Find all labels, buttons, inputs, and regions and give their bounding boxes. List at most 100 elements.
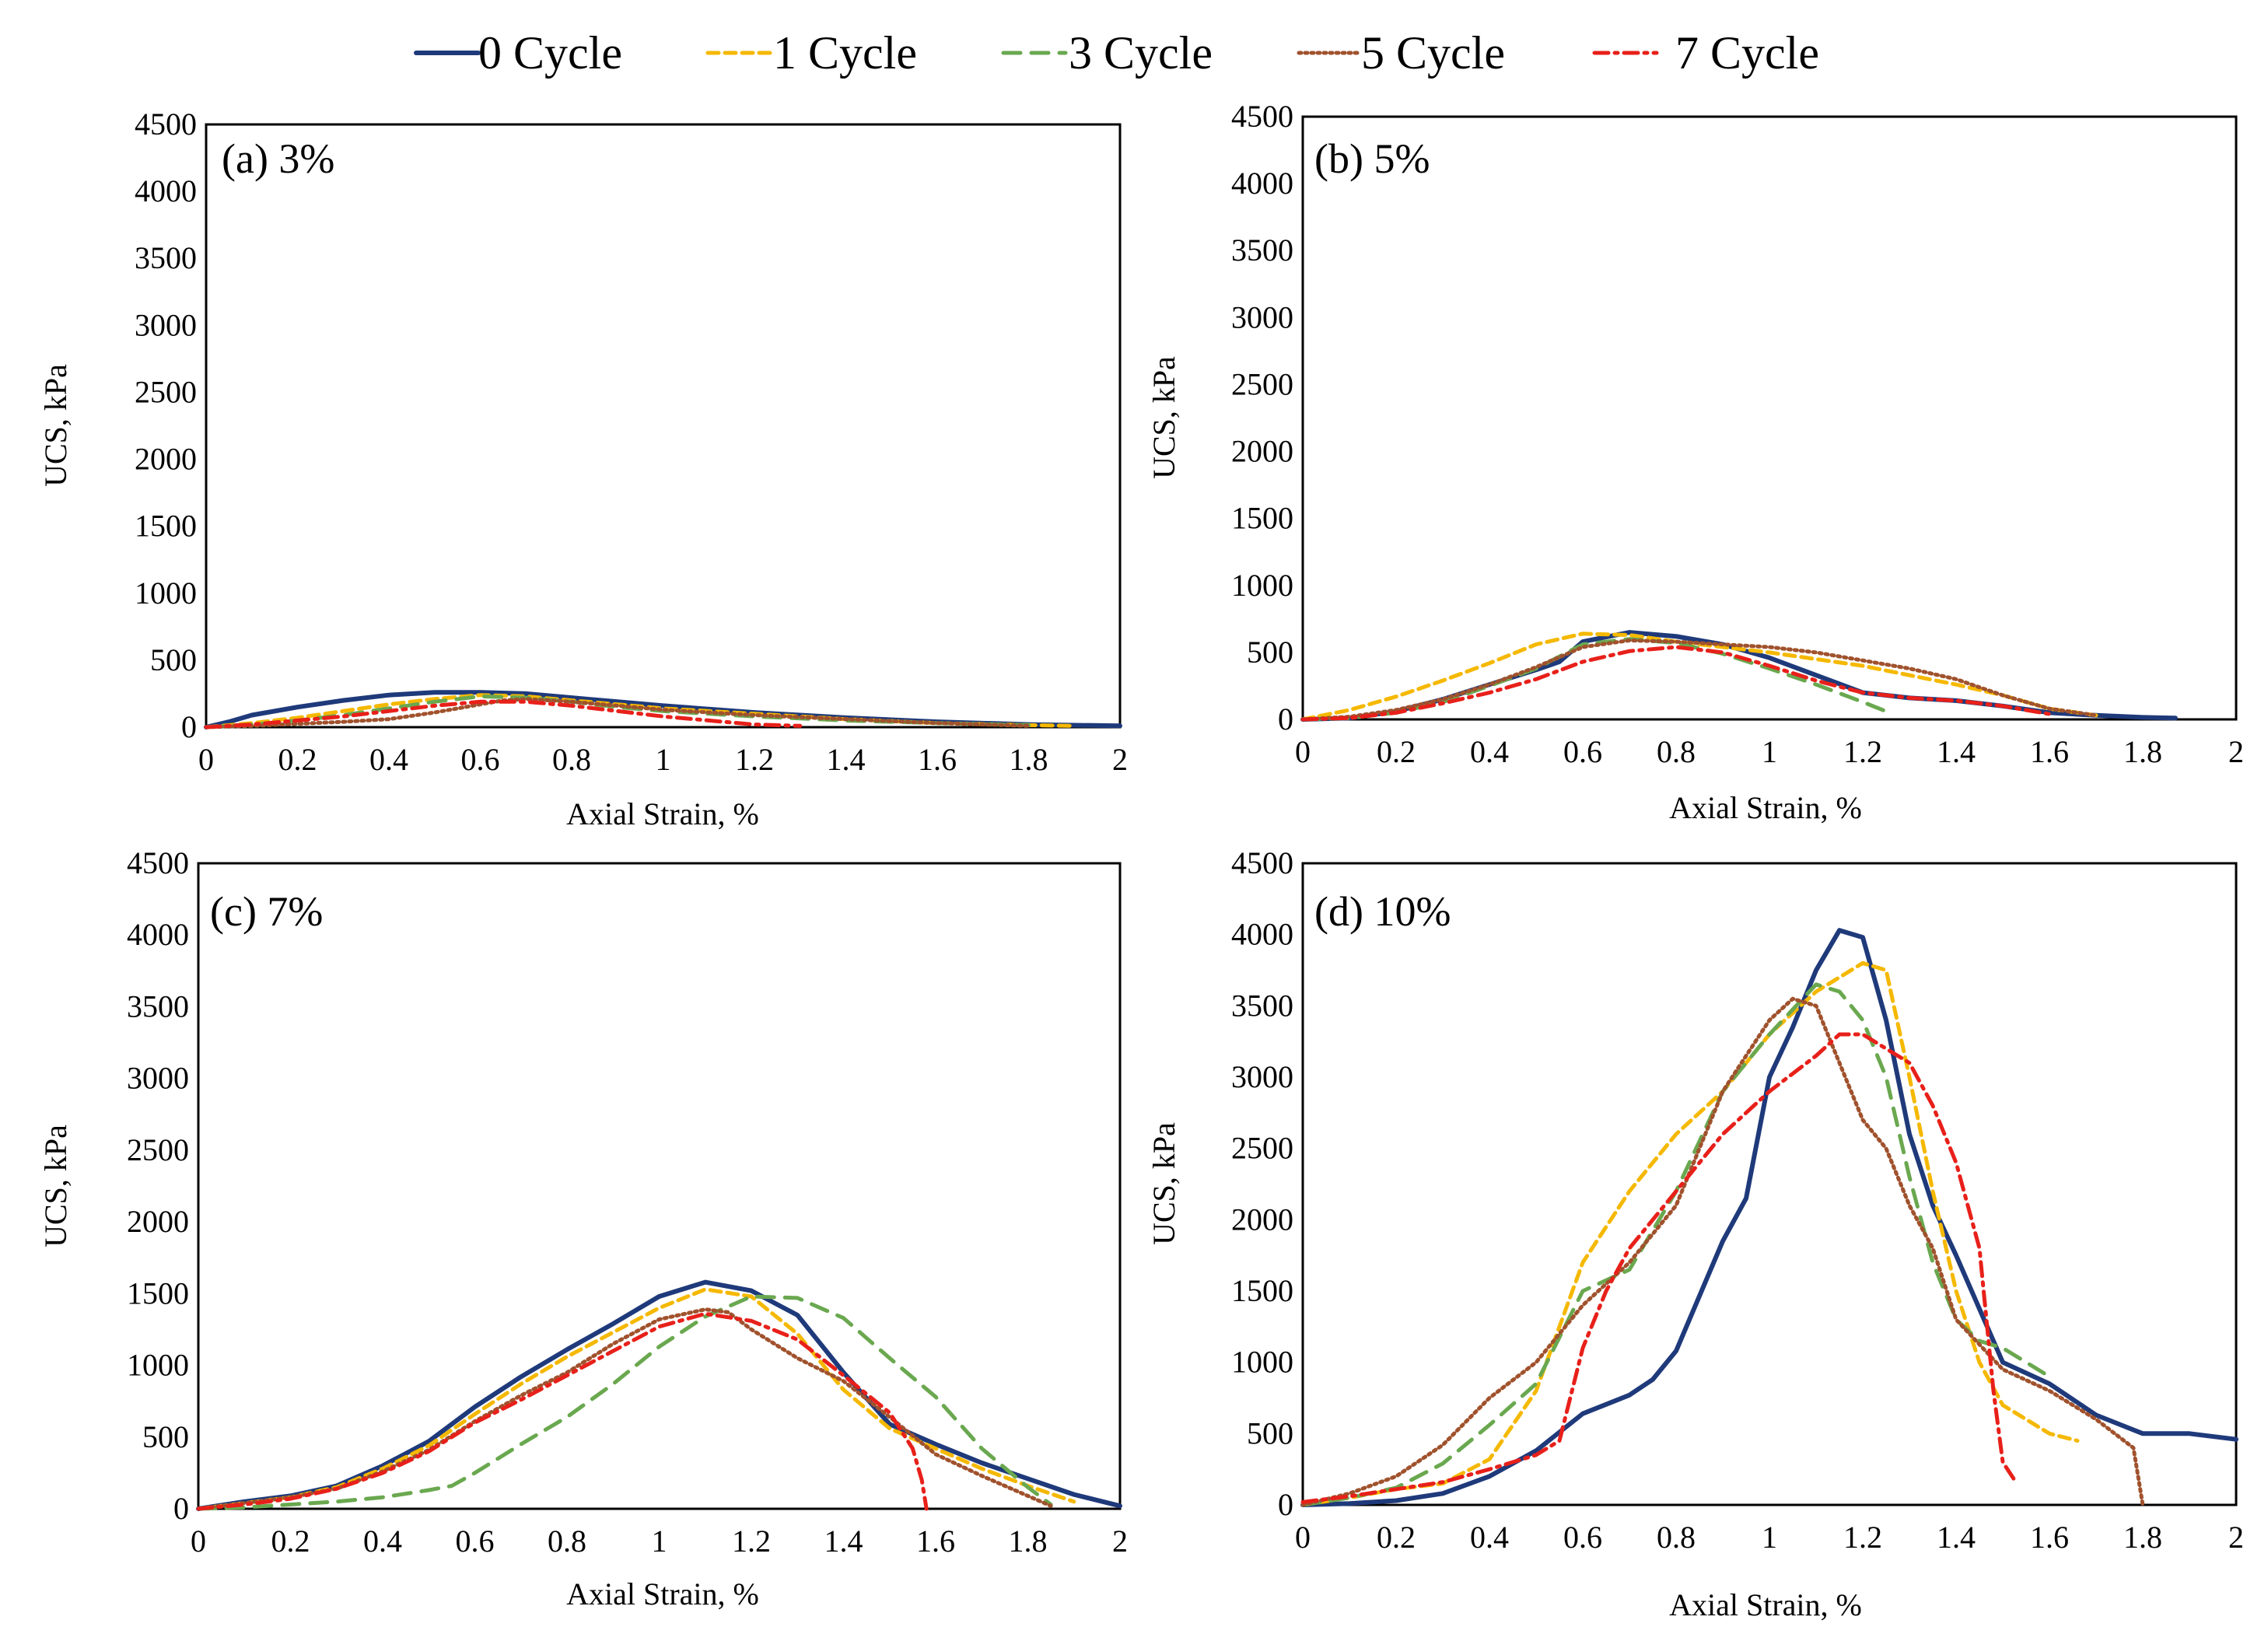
legend-item: 7 Cycle <box>1592 27 1819 79</box>
y-tick-label: 3500 <box>127 988 189 1023</box>
series-line-7-cycle <box>1300 1032 2019 1504</box>
panel-d: 0 0.2 0.4 0.6 0.8 1 1.2 1.4 1.6 1.8 2 0 500 1000 1500… <box>1146 845 2244 1622</box>
y-tick-label: 2000 <box>127 1204 189 1239</box>
y-axis-label: UCS, kPa <box>1146 1122 1181 1245</box>
series-lines <box>204 690 1122 730</box>
x-tick-label: 0.6 <box>1563 1520 1602 1555</box>
panel-title: (c) 7% <box>210 888 323 935</box>
panel-a: 0 0.2 0.4 0.6 0.8 1 1.2 1.4 1.6 1.8 2 0 500 1000 1500… <box>38 107 1128 831</box>
x-tick-labels: 0 0.2 0.4 0.6 0.8 1 1.2 1.4 1.6 1.8 2 <box>198 742 1128 777</box>
x-tick-label: 0.6 <box>456 1524 495 1559</box>
series-line-3-cycle <box>196 1294 1053 1511</box>
legend-label: 5 Cycle <box>1361 27 1505 79</box>
y-tick-label: 2500 <box>1231 1131 1293 1166</box>
x-tick-label: 0.2 <box>1377 734 1416 769</box>
plot-frame <box>1301 115 2238 721</box>
x-tick-label: 0.2 <box>278 742 317 777</box>
y-tick-label: 4000 <box>1231 166 1293 201</box>
y-tick-label: 0 <box>173 1491 189 1526</box>
y-tick-label: 4000 <box>1231 917 1293 952</box>
series-line-5-cycle <box>1300 996 2145 1507</box>
legend-item: 1 Cycle <box>705 27 917 79</box>
series-line-3-cycle <box>204 694 1031 730</box>
y-tick-label: 3000 <box>135 307 197 342</box>
y-tick-label: 1500 <box>1231 501 1293 536</box>
y-tick-label: 2500 <box>127 1132 189 1167</box>
y-tick-label: 3500 <box>1231 988 1293 1023</box>
x-tick-label: 0.8 <box>552 742 591 777</box>
x-tick-label: 1.4 <box>1937 734 1976 769</box>
x-tick-label: 1.2 <box>1843 734 1882 769</box>
y-tick-label: 1000 <box>1231 1345 1293 1380</box>
y-axis-label: UCS, kPa <box>1146 356 1181 479</box>
x-tick-labels: 0 0.2 0.4 0.6 0.8 1 1.2 1.4 1.6 1.8 2 <box>1295 1520 2244 1555</box>
x-tick-label: 0.2 <box>1377 1520 1416 1555</box>
series-line-5-cycle <box>1300 638 2098 722</box>
series-line-0-cycle <box>196 1279 1122 1511</box>
x-tick-label: 1.2 <box>1843 1520 1882 1555</box>
x-tick-label: 0.6 <box>461 742 500 777</box>
x-tick-label: 0.4 <box>1470 734 1509 769</box>
y-tick-labels: 0 500 1000 1500 2000 2500 3000 3500 4000 4500 <box>1231 845 1293 1522</box>
y-tick-label: 2000 <box>135 442 197 477</box>
x-axis-label: Axial Strain, % <box>1669 1587 1862 1622</box>
y-tick-label: 1500 <box>127 1275 189 1310</box>
legend-item: 3 Cycle <box>1001 27 1213 79</box>
plot-frame <box>205 123 1122 729</box>
x-tick-label: 1.8 <box>1010 742 1048 777</box>
x-tick-label: 0.4 <box>369 742 408 777</box>
x-axis-label: Axial Strain, % <box>566 1576 759 1611</box>
y-tick-label: 2500 <box>135 374 197 409</box>
legend-item: 5 Cycle <box>1297 27 1505 79</box>
x-tick-label: 2 <box>2228 734 2244 769</box>
series-line-3-cycle <box>1300 982 2052 1507</box>
x-tick-label: 0.4 <box>1470 1520 1509 1555</box>
y-tick-label: 1500 <box>135 509 197 544</box>
panel-title: (a) 3% <box>222 135 334 182</box>
y-tick-label: 4000 <box>135 173 197 208</box>
series-lines <box>1300 630 2178 722</box>
y-axis-label: UCS, kPa <box>38 1125 73 1247</box>
x-tick-label: 1.2 <box>735 742 774 777</box>
y-tick-label: 1000 <box>135 576 197 611</box>
x-tick-label: 1 <box>1762 734 1777 769</box>
y-tick-label: 4000 <box>127 917 189 952</box>
x-tick-label: 1.6 <box>2030 734 2069 769</box>
y-tick-label: 500 <box>142 1419 189 1454</box>
y-tick-label: 3000 <box>127 1061 189 1096</box>
x-tick-label: 0.8 <box>1657 734 1696 769</box>
panel-title: (d) 10% <box>1314 888 1451 935</box>
y-tick-label: 4500 <box>135 107 197 142</box>
x-tick-label: 0.8 <box>1657 1520 1696 1555</box>
legend-label: 3 Cycle <box>1069 27 1213 79</box>
x-tick-label: 0.8 <box>548 1524 586 1559</box>
x-tick-label: 1.2 <box>732 1524 771 1559</box>
y-tick-label: 2000 <box>1231 434 1293 469</box>
legend-label: 0 Cycle <box>478 27 622 79</box>
y-tick-label: 4500 <box>127 845 189 880</box>
y-tick-labels: 0 500 1000 1500 2000 2500 3000 3500 4000 4500 <box>127 845 189 1526</box>
y-tick-labels: 0 500 1000 1500 2000 2500 3000 3500 4000 4500 <box>1231 99 1293 737</box>
y-tick-label: 500 <box>150 642 197 677</box>
panel-c: 0 0.2 0.4 0.6 0.8 1 1.2 1.4 1.6 1.8 2 0 500 1000 1500… <box>38 845 1128 1611</box>
y-tick-label: 0 <box>181 709 197 744</box>
x-tick-labels: 0 0.2 0.4 0.6 0.8 1 1.2 1.4 1.6 1.8 2 <box>191 1524 1128 1559</box>
y-tick-label: 3500 <box>1231 233 1293 268</box>
series-lines <box>196 1279 1122 1511</box>
x-tick-label: 1.8 <box>2123 734 2162 769</box>
x-tick-label: 1 <box>652 1524 667 1559</box>
x-tick-label: 0 <box>191 1524 206 1559</box>
y-tick-label: 0 <box>1278 1487 1293 1522</box>
x-tick-label: 1.4 <box>1937 1520 1976 1555</box>
plot-frame <box>197 862 1122 1510</box>
x-tick-label: 1 <box>1762 1520 1777 1555</box>
series-line-1-cycle <box>196 1287 1076 1511</box>
x-tick-label: 2 <box>1112 742 1128 777</box>
x-tick-label: 0 <box>1295 1520 1311 1555</box>
plot-frame <box>1301 862 2238 1506</box>
y-tick-label: 3500 <box>135 240 197 275</box>
series-line-5-cycle <box>204 697 1031 730</box>
series-lines <box>1300 928 2238 1507</box>
series-line-7-cycle <box>204 699 803 730</box>
